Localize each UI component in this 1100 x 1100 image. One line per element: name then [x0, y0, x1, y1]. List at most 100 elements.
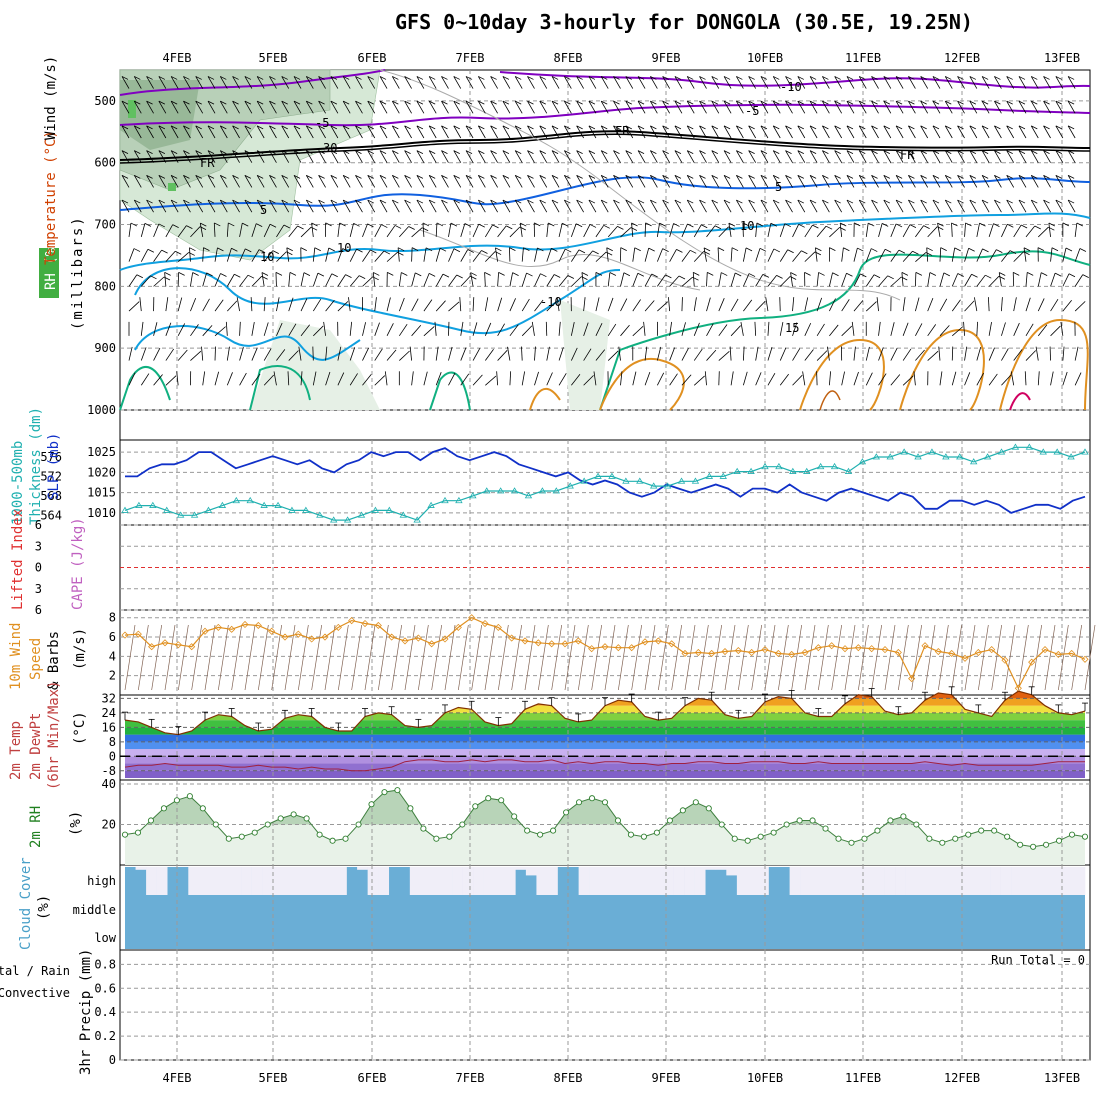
wind-barb [976, 274, 986, 287]
wind-barb [1018, 175, 1027, 188]
thickness-marker [747, 467, 755, 474]
wind-barb [613, 150, 620, 154]
wind-barb [767, 248, 775, 262]
wind-barb [465, 150, 473, 154]
wind-barb [915, 297, 920, 312]
wind-barb [441, 199, 448, 204]
wind-barb [367, 100, 376, 114]
y-label-group: Thickness (dm) [28, 407, 44, 525]
wind-barb [908, 100, 916, 114]
wind-barb [256, 125, 265, 139]
cloud-high-gap [884, 867, 896, 895]
y-label-group: (°C) [72, 711, 88, 745]
wind-barb [1018, 125, 1027, 139]
wind-barb [773, 76, 780, 80]
wind-barb [232, 125, 239, 130]
thickness-marker [218, 501, 227, 508]
wind-barb [637, 150, 645, 154]
wind-barb [202, 272, 207, 287]
wind-barb [374, 348, 383, 361]
wind-barb [829, 227, 840, 238]
wind-barb [411, 247, 419, 252]
wind-barb [147, 248, 155, 253]
wind-barb [448, 274, 458, 287]
cloud-high-gap [251, 867, 263, 895]
wind-barb [207, 125, 216, 139]
rh-marker [381, 789, 388, 796]
wind-barb [1006, 174, 1013, 179]
wind-barb [195, 150, 202, 154]
wind-barb [699, 150, 706, 154]
wind-barb [578, 249, 586, 254]
wind-barb [785, 150, 792, 154]
wind-barb [742, 222, 750, 227]
rh-marker [705, 805, 712, 812]
wind10-marker [388, 633, 396, 641]
wind-barb [379, 125, 388, 139]
rh-marker [874, 827, 881, 834]
wind-barb [858, 199, 867, 213]
wind10-marker [601, 643, 609, 651]
wind-barb [245, 248, 252, 253]
wind-barb [952, 326, 964, 337]
wind-barb [994, 100, 1001, 105]
wind-barb [195, 100, 204, 114]
wind-barb [539, 199, 548, 213]
wind-barb [632, 371, 637, 386]
cloud-level-label: low [94, 931, 116, 945]
wind-barb [915, 272, 923, 276]
wind-barb [239, 223, 243, 237]
date-label-bottom: 7FEB [456, 1071, 485, 1085]
wind-barb [242, 222, 249, 227]
wind-barb [478, 125, 485, 130]
wind-barb [976, 372, 984, 386]
wind-barb [435, 273, 444, 287]
thickness-marker [121, 506, 129, 513]
wind-barb-10m [697, 624, 709, 691]
wind-barb [232, 125, 240, 139]
wind-barb [460, 373, 470, 386]
wind-barb [748, 273, 756, 277]
wind-barb [969, 199, 978, 213]
wind-barb [509, 272, 513, 287]
wind-barb [312, 299, 322, 312]
wind-barb [391, 100, 400, 114]
wind-barb [214, 299, 224, 312]
wind-barb [678, 275, 686, 280]
wind-barb [379, 150, 388, 163]
wind-barb [748, 150, 757, 163]
wind-barb [305, 150, 314, 163]
wind-barb [748, 174, 755, 179]
wind-barb [484, 272, 491, 276]
wind-barb [379, 100, 387, 105]
wind-barb [755, 274, 764, 287]
wind-barb-10m [417, 624, 429, 691]
wind-barb [497, 225, 507, 238]
wind-barb [551, 125, 560, 139]
wind-barb [213, 222, 216, 237]
wind-barb [1031, 199, 1038, 204]
wind-barb [300, 298, 308, 312]
wind-barb [450, 222, 458, 227]
wind-barb [286, 247, 290, 262]
wind-barb [484, 224, 493, 238]
wind-barb [637, 199, 645, 204]
wind-barb [1034, 225, 1041, 230]
wind-barb [645, 222, 652, 227]
wind-barb [300, 247, 307, 251]
wind-barb [748, 125, 757, 139]
wind-barb [797, 125, 804, 130]
wind10-marker [281, 633, 289, 641]
wind10-marker [668, 640, 676, 648]
wind10-marker [494, 623, 502, 631]
wind-barb [293, 199, 301, 204]
wind-barb [662, 100, 670, 114]
wind-barb [442, 273, 450, 278]
wind-barb [902, 297, 906, 312]
wind-barb [251, 373, 261, 386]
wind-barb [816, 225, 827, 238]
wind-barb [551, 248, 558, 252]
wind-barb [859, 150, 866, 154]
wind-barb [276, 297, 280, 312]
wind-barb [231, 247, 238, 252]
